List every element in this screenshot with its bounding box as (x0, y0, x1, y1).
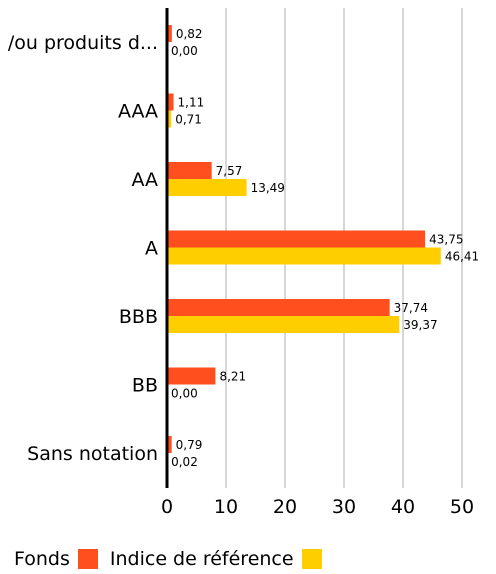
data-label: 37,74 (394, 301, 428, 315)
bar-indice (167, 179, 247, 196)
legend: Fonds Indice de référence (14, 544, 334, 574)
data-label: 0,00 (171, 44, 198, 58)
bar-indice (167, 316, 399, 333)
x-tick-label-0: 0 (161, 496, 173, 518)
data-label: 1,11 (178, 96, 205, 110)
data-label: 13,49 (251, 181, 285, 195)
data-label: 0,82 (176, 27, 203, 41)
bar-chart: 0,82 0,00 1,11 0,71 7,57 13,49 43,75 46,41 37,74… (0, 0, 496, 540)
legend-item-indice: Indice de référence (110, 548, 322, 570)
legend-swatch-indice (302, 549, 322, 569)
x-tick-label-50: 50 (450, 496, 474, 518)
data-label: 46,41 (445, 250, 479, 264)
data-label: 7,57 (216, 164, 243, 178)
bars (167, 25, 441, 470)
legend-label-fonds: Fonds (14, 548, 70, 570)
legend-item-fonds: Fonds (14, 548, 98, 570)
bar-fonds (167, 368, 215, 385)
x-tick-label-40: 40 (391, 496, 415, 518)
category-label: AA (131, 169, 158, 191)
data-label: 43,75 (429, 233, 463, 247)
x-tick-labels: 0 10 20 30 40 50 (161, 496, 474, 518)
category-label: AAA (118, 101, 158, 123)
category-label: BB (132, 375, 158, 397)
data-label: 0,00 (171, 387, 198, 401)
data-label: 0,71 (175, 113, 202, 127)
category-label: A (145, 238, 158, 260)
data-label: 39,37 (403, 318, 437, 332)
category-label: Sans notation (27, 443, 158, 465)
category-label: /ou produits d... (8, 32, 158, 54)
data-label: 0,02 (171, 455, 198, 469)
bar-indice (167, 248, 441, 265)
data-label: 0,79 (176, 438, 203, 452)
x-tick-label-30: 30 (332, 496, 356, 518)
legend-swatch-fonds (78, 549, 98, 569)
category-label: BBB (119, 306, 158, 328)
x-tick-label-20: 20 (273, 496, 297, 518)
bar-fonds (167, 299, 390, 316)
data-label: 8,21 (219, 370, 246, 384)
x-tick-label-10: 10 (214, 496, 238, 518)
bar-fonds (167, 162, 212, 179)
legend-label-indice: Indice de référence (110, 548, 294, 570)
bar-fonds (167, 231, 425, 248)
